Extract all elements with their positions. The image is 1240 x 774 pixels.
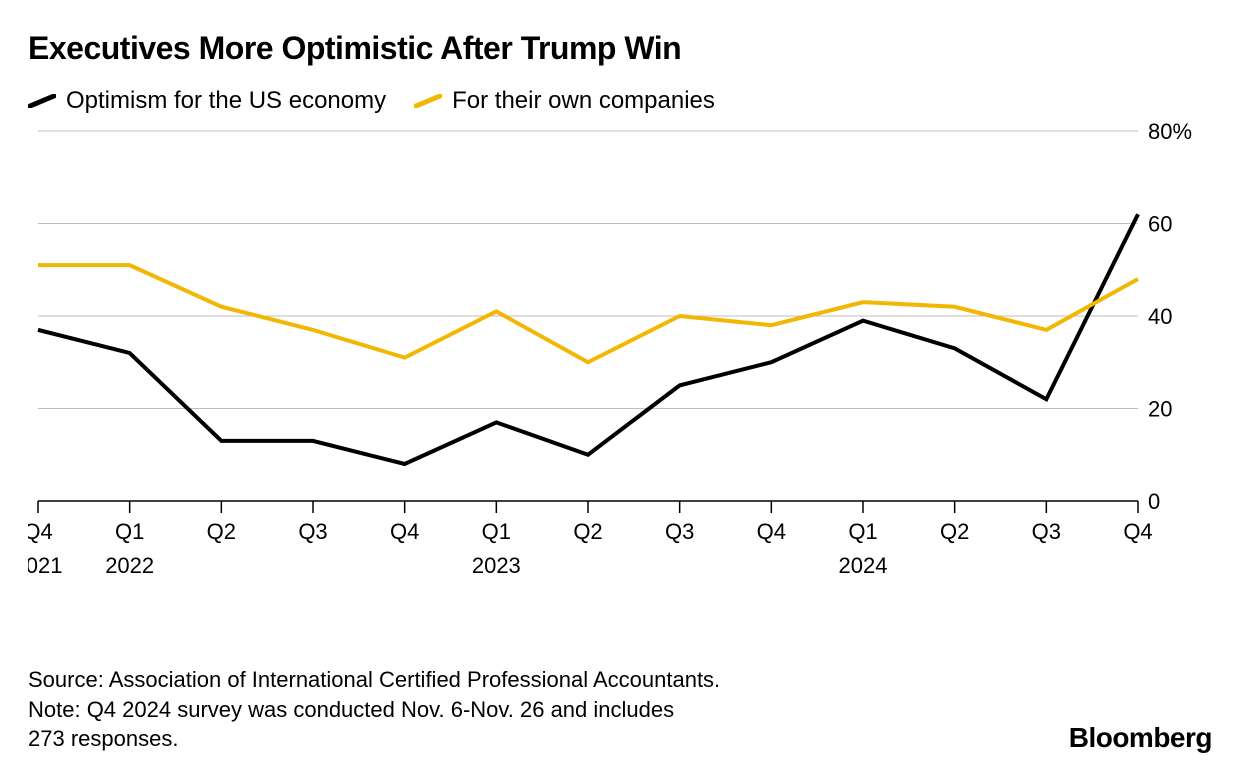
svg-text:60: 60: [1148, 212, 1172, 237]
chart-container: Executives More Optimistic After Trump W…: [0, 0, 1240, 774]
svg-text:Q2: Q2: [207, 519, 236, 544]
legend-item-economy: Optimism for the US economy: [28, 87, 386, 115]
svg-text:2023: 2023: [472, 553, 521, 578]
legend: Optimism for the US economy For their ow…: [28, 87, 1212, 115]
svg-text:40: 40: [1148, 304, 1172, 329]
note-line-2: 273 responses.: [28, 724, 720, 754]
svg-text:Q4: Q4: [28, 519, 53, 544]
note-line-1: Note: Q4 2024 survey was conducted Nov. …: [28, 695, 720, 725]
svg-text:Q1: Q1: [482, 519, 511, 544]
legend-item-companies: For their own companies: [414, 87, 715, 115]
svg-text:Q1: Q1: [115, 519, 144, 544]
chart-title: Executives More Optimistic After Trump W…: [28, 30, 1212, 67]
legend-label-companies: For their own companies: [452, 87, 715, 115]
svg-text:2022: 2022: [105, 553, 154, 578]
svg-text:Q3: Q3: [1032, 519, 1061, 544]
legend-swatch-economy: [28, 94, 56, 108]
source-line: Source: Association of International Cer…: [28, 665, 720, 695]
footer: Source: Association of International Cer…: [28, 665, 1212, 754]
svg-text:Q3: Q3: [298, 519, 327, 544]
svg-text:2021: 2021: [28, 553, 62, 578]
svg-text:80%: 80%: [1148, 121, 1192, 144]
svg-text:Q2: Q2: [573, 519, 602, 544]
svg-text:20: 20: [1148, 397, 1172, 422]
legend-swatch-companies: [414, 94, 442, 108]
svg-text:Q2: Q2: [940, 519, 969, 544]
brand-label: Bloomberg: [1069, 722, 1212, 754]
svg-text:Q4: Q4: [757, 519, 786, 544]
line-chart-svg: 0 20 40 60 80% Q4 Q1 Q2 Q3 Q4 Q1 Q2 Q3 Q4 Q1 Q2 Q3 Q4 2021…: [28, 121, 1212, 601]
footer-text: Source: Association of International Cer…: [28, 665, 720, 754]
svg-text:Q4: Q4: [390, 519, 419, 544]
legend-label-economy: Optimism for the US economy: [66, 87, 386, 115]
svg-text:Q4: Q4: [1123, 519, 1152, 544]
svg-text:Q3: Q3: [665, 519, 694, 544]
svg-text:0: 0: [1148, 489, 1160, 514]
svg-text:2024: 2024: [839, 553, 888, 578]
svg-text:Q1: Q1: [848, 519, 877, 544]
chart-plot-area: 0 20 40 60 80% Q4 Q1 Q2 Q3 Q4 Q1 Q2 Q3 Q4 Q1 Q2 Q3 Q4 2021…: [28, 121, 1212, 601]
